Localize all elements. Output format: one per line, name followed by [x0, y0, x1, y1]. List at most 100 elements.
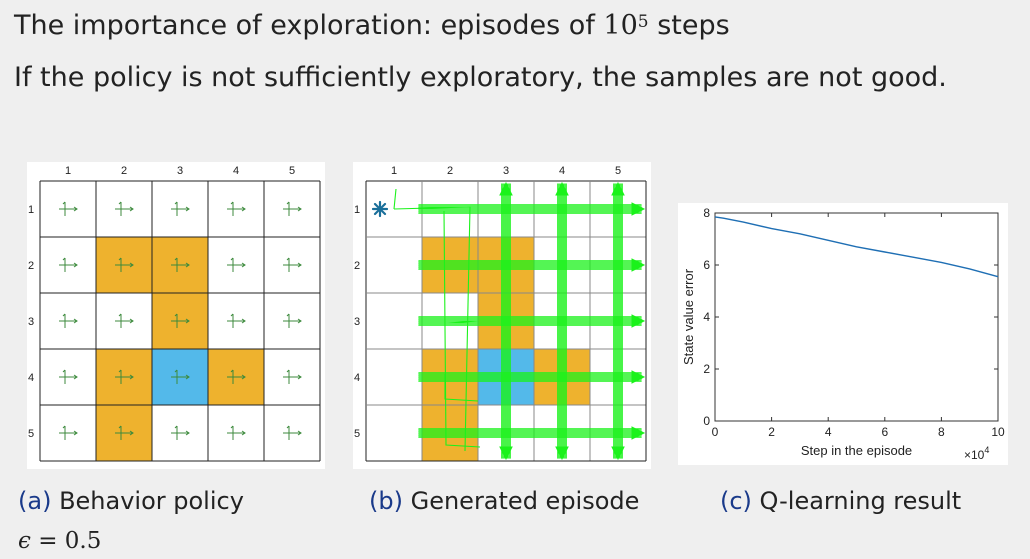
- trajectory-thin-5: [393, 188, 397, 210]
- policy-arrow-head: [185, 430, 190, 436]
- trajectory-arrow-right: [631, 426, 646, 440]
- policy-arrow-head-up: [230, 257, 234, 261]
- grid-col-label: 5: [289, 165, 295, 177]
- series-line-0: [714, 216, 999, 278]
- trajectory-arrow-right: [631, 202, 646, 216]
- caption-q-learning-result: (c) Q-learning result: [720, 485, 961, 517]
- y-tick-label: 8: [703, 206, 710, 220]
- trajectory-thin-1: [393, 206, 471, 452]
- policy-arrows-icon: [227, 257, 246, 272]
- trajectory-arrow-down: [555, 446, 569, 461]
- policy-arrows-icon: [283, 313, 302, 328]
- policy-arrows-icon: [59, 425, 78, 440]
- title-text: The importance of exploration: episodes …: [14, 10, 604, 41]
- policy-arrows-icon: [227, 425, 246, 440]
- policy-arrows-icon: [283, 201, 302, 216]
- policy-arrow-head-up: [230, 313, 234, 317]
- policy-arrows-icon: [115, 313, 134, 328]
- grid-col-label: 1: [65, 165, 71, 177]
- policy-arrows-icon: [171, 369, 190, 384]
- policy-arrow-head-up: [174, 425, 178, 429]
- policy-arrow-head: [241, 318, 246, 324]
- policy-arrow-head-up: [118, 313, 122, 317]
- policy-arrow-head: [185, 206, 190, 212]
- title-math-base: 10: [603, 10, 638, 41]
- grid-col-label: 2: [121, 165, 127, 177]
- policy-arrow-head: [185, 318, 190, 324]
- grid-cell-r2-c1: [366, 237, 422, 293]
- grid-row-label: 4: [28, 372, 34, 384]
- policy-arrow-head-up: [174, 369, 178, 373]
- policy-arrow-head-up: [118, 425, 122, 429]
- title-math-exp: 5: [637, 12, 649, 32]
- policy-arrow-head: [241, 374, 246, 380]
- policy-arrows-icon: [171, 257, 190, 272]
- caption-c-tag: (c): [720, 487, 752, 515]
- y-tick-label: 4: [703, 310, 710, 324]
- policy-arrow-head-up: [174, 257, 178, 261]
- grid-col-label: 1: [391, 165, 397, 177]
- caption-behavior-policy: (a) Behavior policy: [18, 485, 244, 517]
- policy-arrow-head: [297, 262, 302, 268]
- trajectory-arrow-right: [631, 258, 646, 272]
- caption-c-text: Q-learning result: [751, 487, 962, 515]
- generated-episode-grid: 1 2 3 4 5 1 2 3 4 5: [354, 165, 647, 462]
- policy-arrow-head-up: [118, 369, 122, 373]
- policy-arrows-icon: [115, 369, 134, 384]
- epsilon-value: ϵ = 0.5: [18, 527, 101, 555]
- trajectory-arrow-right: [631, 370, 646, 384]
- caption-a-tag: (a): [18, 487, 52, 515]
- policy-arrow-head-up: [286, 425, 290, 429]
- start-asterisk-icon: [371, 200, 389, 218]
- policy-arrow-head: [297, 318, 302, 324]
- grid-col-label: 3: [503, 165, 509, 177]
- policy-arrow-head: [297, 430, 302, 436]
- state-value-error-chart: 0 2 4 6 8 10 0 2 4 6 8 Step in the episode State val…: [681, 206, 1005, 462]
- policy-arrows-icon: [171, 313, 190, 328]
- policy-arrow-head: [73, 262, 78, 268]
- policy-arrow-head: [129, 206, 134, 212]
- policy-arrow-head-up: [62, 313, 66, 317]
- trajectory-thin-4: [444, 374, 479, 402]
- policy-arrow-head-up: [286, 369, 290, 373]
- policy-arrows-icon: [227, 201, 246, 216]
- policy-arrows-icon: [227, 369, 246, 384]
- policy-arrow-head-up: [62, 201, 66, 205]
- grid-row-label: 3: [28, 316, 34, 328]
- start-asterisk-stroke: [373, 202, 387, 216]
- policy-arrows-icon: [227, 313, 246, 328]
- grid-col-label: 4: [559, 165, 565, 177]
- trajectory-arrow-up: [555, 181, 569, 196]
- policy-arrows-icon: [171, 425, 190, 440]
- policy-arrow-head-up: [286, 201, 290, 205]
- grid-cell-r4-c1: [366, 349, 422, 405]
- policy-arrow-head-up: [230, 425, 234, 429]
- caption-b-text: Generated episode: [402, 487, 640, 515]
- grid-cell-r3-c1: [366, 293, 422, 349]
- policy-arrow-head: [73, 374, 78, 380]
- policy-arrow-head: [241, 206, 246, 212]
- policy-arrows-icon: [59, 313, 78, 328]
- generated-episode-panel: 1 2 3 4 5 1 2 3 4 5: [353, 162, 651, 469]
- grid-col-label: 3: [177, 165, 183, 177]
- policy-arrows-icon: [115, 201, 134, 216]
- caption-b-tag: (b): [369, 487, 403, 515]
- grid-row-label: 1: [354, 204, 360, 216]
- grid-cell-r5-c1: [366, 405, 422, 461]
- policy-arrow-head-up: [62, 369, 66, 373]
- y-tick-label: 2: [703, 362, 710, 376]
- policy-arrow-head-up: [286, 257, 290, 261]
- trajectory-arrow-down: [499, 446, 513, 461]
- x-tick-label: 4: [825, 425, 832, 439]
- x-multiplier-base: ×10: [964, 448, 985, 462]
- grid-col-label: 4: [233, 165, 239, 177]
- grid-row-label: 5: [28, 428, 34, 440]
- policy-arrow-head-up: [118, 201, 122, 205]
- grid-row-label: 2: [354, 260, 360, 272]
- policy-arrow-head-up: [118, 257, 122, 261]
- trajectory-thin-lines: [393, 188, 481, 452]
- policy-arrow-head-up: [62, 425, 66, 429]
- policy-arrow-head-up: [174, 201, 178, 205]
- policy-arrow-head: [129, 262, 134, 268]
- policy-arrows-icon: [115, 257, 134, 272]
